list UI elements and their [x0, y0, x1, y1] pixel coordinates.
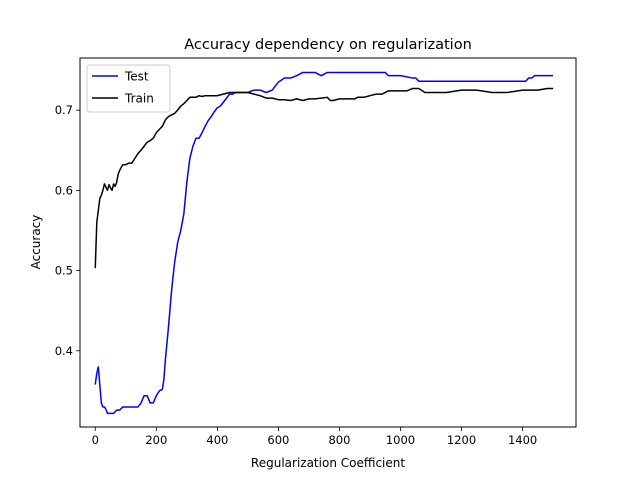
- legend-label-test: Test: [124, 70, 149, 84]
- y-tick-label: 0.7: [55, 103, 73, 117]
- series-lines: [94, 71, 554, 415]
- y-axis-label: Accuracy: [29, 215, 43, 270]
- legend: Test Train: [86, 64, 171, 113]
- y-tick-label: 0.6: [55, 183, 73, 197]
- x-tick-label: 1000: [386, 433, 415, 447]
- y-tick-label: 0.4: [55, 344, 73, 358]
- x-axis-label: Regularization Coefficient: [251, 456, 405, 470]
- legend-label-train: Train: [124, 92, 154, 106]
- x-tick-label: 800: [328, 433, 350, 447]
- y-tick-label: 0.5: [55, 264, 73, 278]
- series-line-train: [94, 87, 554, 269]
- y-axis: 0.4 0.5 0.6 0.7: [55, 103, 80, 358]
- x-tick-label: 200: [145, 433, 167, 447]
- plot-frame: [79, 57, 577, 428]
- x-axis: 0 200 400 600 800 1000 1200 1400: [92, 427, 537, 447]
- x-tick-label: 1200: [447, 433, 476, 447]
- x-tick-label: 0: [92, 433, 99, 447]
- chart-title: Accuracy dependency on regularization: [184, 37, 472, 53]
- x-tick-label: 400: [206, 433, 228, 447]
- x-tick-label: 600: [267, 433, 289, 447]
- series-line-test: [94, 71, 554, 415]
- x-tick-label: 1400: [508, 433, 537, 447]
